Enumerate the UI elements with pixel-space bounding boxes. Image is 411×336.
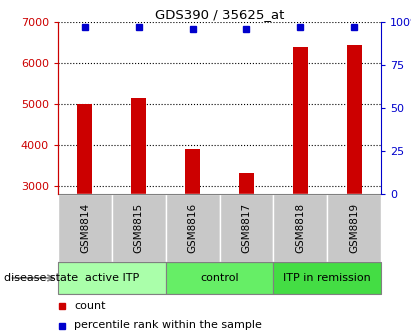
Bar bbox=[219, 194, 273, 262]
Bar bbox=[327, 194, 381, 262]
Bar bbox=[166, 262, 273, 294]
Text: GSM8818: GSM8818 bbox=[295, 203, 305, 253]
Text: GSM8817: GSM8817 bbox=[241, 203, 252, 253]
Bar bbox=[77, 104, 92, 194]
Text: active ITP: active ITP bbox=[85, 273, 139, 283]
Bar bbox=[273, 194, 327, 262]
Text: ITP in remission: ITP in remission bbox=[283, 273, 371, 283]
Text: disease state: disease state bbox=[4, 273, 78, 283]
Text: GSM8816: GSM8816 bbox=[187, 203, 198, 253]
Text: GSM8814: GSM8814 bbox=[80, 203, 90, 253]
Bar bbox=[239, 173, 254, 194]
Bar bbox=[293, 47, 308, 194]
Text: GSM8819: GSM8819 bbox=[349, 203, 359, 253]
Text: GSM8815: GSM8815 bbox=[134, 203, 144, 253]
Bar bbox=[185, 149, 200, 194]
Bar bbox=[58, 262, 166, 294]
Title: GDS390 / 35625_at: GDS390 / 35625_at bbox=[155, 8, 284, 21]
Text: percentile rank within the sample: percentile rank within the sample bbox=[74, 321, 262, 331]
Bar bbox=[131, 98, 146, 194]
Bar bbox=[273, 262, 381, 294]
Bar bbox=[112, 194, 166, 262]
Bar bbox=[166, 194, 219, 262]
Text: count: count bbox=[74, 301, 106, 311]
Bar bbox=[346, 45, 362, 194]
Bar bbox=[58, 194, 112, 262]
Text: control: control bbox=[200, 273, 239, 283]
